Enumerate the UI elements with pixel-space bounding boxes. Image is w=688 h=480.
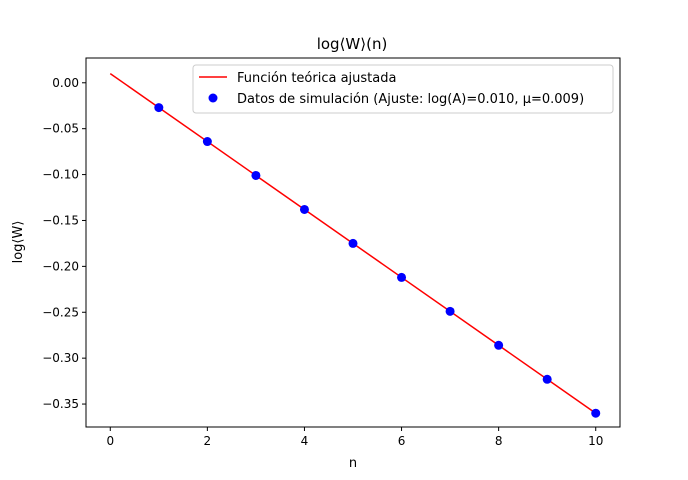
x-axis-label: n <box>349 456 357 471</box>
data-point <box>202 137 212 147</box>
y-tick-label: −0.10 <box>42 168 79 182</box>
y-tick-label: 0.00 <box>52 76 79 90</box>
data-point <box>299 204 309 214</box>
y-tick-label: −0.15 <box>42 213 79 227</box>
x-tick-label: 8 <box>495 434 503 448</box>
legend-label-data: Datos de simulación (Ajuste: log(A)=0.01… <box>237 92 584 107</box>
axes-frame <box>85 57 621 428</box>
legend-marker-swatch <box>208 93 218 103</box>
plot-area <box>109 72 601 418</box>
legend-label-fit: Función teórica ajustada <box>237 71 396 86</box>
x-tick-label: 2 <box>204 434 212 448</box>
legend: Función teórica ajustada Datos de simula… <box>192 64 614 114</box>
data-point <box>591 408 601 418</box>
y-tick-label: −0.30 <box>42 351 79 365</box>
data-point <box>154 103 164 113</box>
data-point <box>542 374 552 384</box>
data-point <box>251 170 261 180</box>
data-point <box>397 272 407 282</box>
y-tick-label: −0.25 <box>42 305 79 319</box>
y-tick-label: −0.35 <box>42 397 79 411</box>
y-axis-ticks: 0.00 −0.05 −0.10 −0.15 −0.20 −0.25 −0.30 −0.35 <box>42 76 86 411</box>
y-tick-label: −0.05 <box>42 122 79 136</box>
x-tick-label: 0 <box>106 434 114 448</box>
y-axis-label: log⟨W⟩ <box>11 221 26 264</box>
data-point <box>348 238 358 248</box>
x-tick-label: 4 <box>301 434 309 448</box>
legend-box <box>192 64 614 114</box>
x-axis-ticks: 0 2 4 6 8 10 <box>106 427 603 448</box>
data-point <box>445 306 455 316</box>
x-tick-label: 6 <box>398 434 406 448</box>
chart-title: log⟨W⟩(n) <box>317 35 388 53</box>
x-tick-label: 10 <box>588 434 603 448</box>
y-tick-label: −0.20 <box>42 259 79 273</box>
data-point <box>494 340 504 350</box>
